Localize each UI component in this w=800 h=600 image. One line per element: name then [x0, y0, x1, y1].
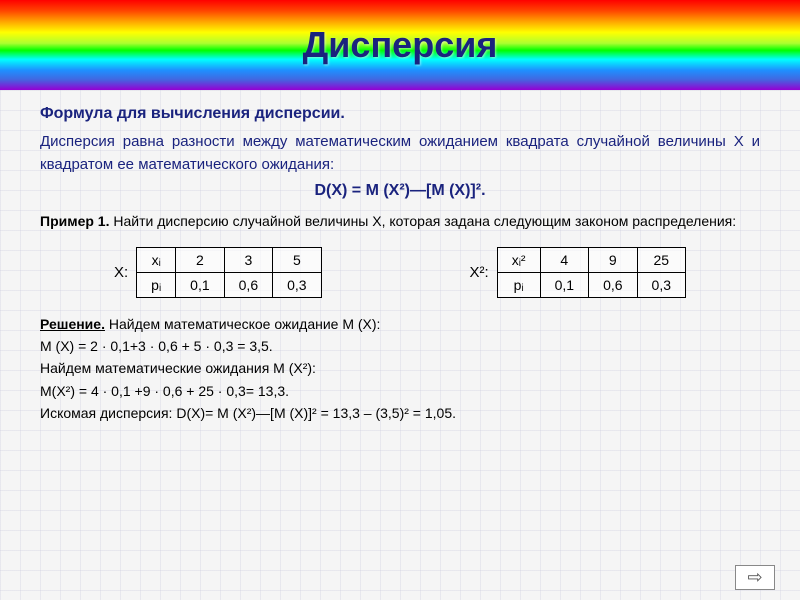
arrow-right-icon: ⇨	[747, 567, 762, 588]
table-x-label: X:	[114, 264, 128, 281]
body-text: Дисперсия равна разности между математич…	[40, 131, 760, 176]
page-title: Дисперсия	[303, 24, 498, 66]
main-content: Формула для вычисления дисперсии. Диспер…	[0, 90, 800, 435]
table-cell: 9	[589, 247, 637, 272]
table-cell: 25	[637, 247, 685, 272]
solution-line: Искомая дисперсия: D(X)= M (X²)—[M (X)]²…	[40, 405, 456, 421]
table-x: X: xᵢ 2 3 5 pᵢ 0,1 0,6 0,3	[114, 247, 322, 298]
table-cell: xᵢ²	[497, 247, 540, 272]
table-cell: 0,6	[589, 272, 637, 297]
solution-block: Решение. Найдем математическое ожидание …	[40, 313, 760, 425]
example-text: Найти дисперсию случайной величины X, ко…	[113, 213, 736, 229]
table-cell: 0,1	[540, 272, 588, 297]
solution-label: Решение.	[40, 316, 105, 332]
table-cell: 0,6	[224, 272, 272, 297]
table-x-grid: xᵢ 2 3 5 pᵢ 0,1 0,6 0,3	[136, 247, 321, 298]
table-cell: 4	[540, 247, 588, 272]
solution-line: Найдем математическое ожидание M (X):	[109, 316, 381, 332]
table-x2-grid: xᵢ² 4 9 25 pᵢ 0,1 0,6 0,3	[497, 247, 686, 298]
rainbow-header: Дисперсия	[0, 0, 800, 90]
table-cell: 5	[273, 247, 321, 272]
table-x2-label: X²:	[470, 264, 489, 281]
table-cell: 0,1	[176, 272, 224, 297]
solution-line: M (X) = 2 · 0,1+3 · 0,6 + 5 · 0,3 = 3,5.	[40, 338, 273, 354]
table-cell: 0,3	[273, 272, 321, 297]
table-cell: 2	[176, 247, 224, 272]
table-cell: 3	[224, 247, 272, 272]
table-cell: pᵢ	[497, 272, 540, 297]
example-label: Пример 1.	[40, 213, 109, 229]
tables-row: X: xᵢ 2 3 5 pᵢ 0,1 0,6 0,3 X²:	[40, 247, 760, 298]
solution-line: M(X²) = 4 · 0,1 +9 · 0,6 + 25 · 0,3= 13,…	[40, 383, 289, 399]
subtitle: Формула для вычисления дисперсии.	[40, 105, 760, 123]
solution-line: Найдем математические ожидания M (X²):	[40, 360, 316, 376]
table-cell: pᵢ	[137, 272, 176, 297]
main-formula: D(X) = M (X²)—[M (X)]².	[40, 182, 760, 200]
table-cell: xᵢ	[137, 247, 176, 272]
next-arrow-button[interactable]: ⇨	[735, 565, 775, 590]
example-block: Пример 1. Найти дисперсию случайной вели…	[40, 212, 760, 232]
table-cell: 0,3	[637, 272, 685, 297]
table-x2: X²: xᵢ² 4 9 25 pᵢ 0,1 0,6 0,3	[470, 247, 686, 298]
